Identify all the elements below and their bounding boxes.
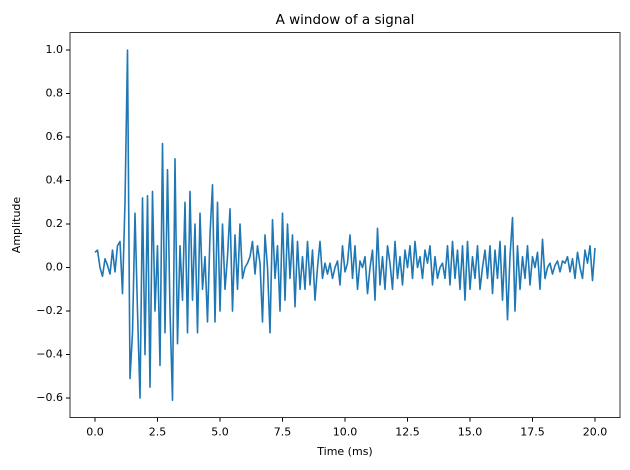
y-tick-label: 0.2 (46, 217, 64, 230)
plot-frame (69, 32, 621, 418)
x-tick-label: 17.5 (520, 426, 545, 439)
y-tick-label: 0.4 (46, 174, 64, 187)
y-tick-label: −0.4 (36, 348, 63, 361)
y-axis-label: Amplitude (10, 197, 23, 254)
x-tick-label: 5.0 (211, 426, 229, 439)
x-axis-label: Time (ms) (316, 445, 372, 458)
y-tick-label: −0.6 (36, 391, 63, 404)
x-tick-label: 15.0 (458, 426, 483, 439)
signal-line (94, 49, 596, 401)
x-tick-label: 20.0 (583, 426, 608, 439)
y-tick-label: −0.2 (36, 304, 63, 317)
y-tick-label: 0.6 (46, 130, 64, 143)
y-tick-label: 0.0 (46, 261, 64, 274)
x-tick-label: 7.5 (274, 426, 292, 439)
y-tick-label: 0.8 (46, 87, 64, 100)
x-tick-label: 0.0 (86, 426, 104, 439)
x-tick-label: 12.5 (395, 426, 420, 439)
x-tick-label: 2.5 (149, 426, 167, 439)
x-tick-label: 10.0 (333, 426, 358, 439)
y-tick-label: 1.0 (46, 43, 64, 56)
chart-title: A window of a signal (276, 12, 415, 28)
